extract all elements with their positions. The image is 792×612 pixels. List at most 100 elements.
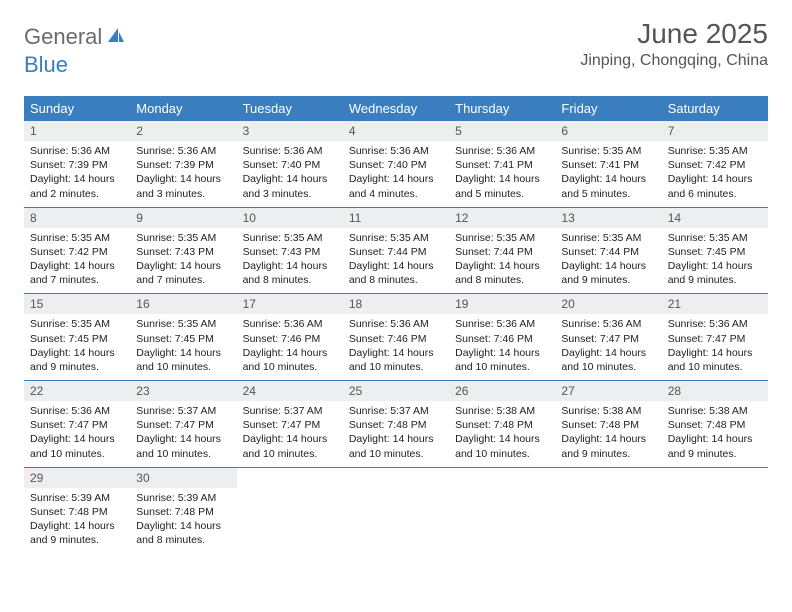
day-number: 7 [662, 121, 768, 141]
day-header: Sunday [24, 96, 130, 121]
calendar: SundayMondayTuesdayWednesdayThursdayFrid… [24, 96, 768, 553]
day-header: Thursday [449, 96, 555, 121]
logo-text-1: General [24, 24, 102, 50]
day-cell: 5Sunrise: 5:36 AMSunset: 7:41 PMDaylight… [449, 121, 555, 207]
day-info: Sunrise: 5:39 AMSunset: 7:48 PMDaylight:… [24, 488, 130, 554]
day-cell: 17Sunrise: 5:36 AMSunset: 7:46 PMDayligh… [237, 294, 343, 380]
day-cell [449, 468, 555, 554]
day-cell: 4Sunrise: 5:36 AMSunset: 7:40 PMDaylight… [343, 121, 449, 207]
day-cell [343, 468, 449, 554]
day-number: 25 [343, 381, 449, 401]
day-cell: 14Sunrise: 5:35 AMSunset: 7:45 PMDayligh… [662, 208, 768, 294]
day-header: Monday [130, 96, 236, 121]
day-number: 8 [24, 208, 130, 228]
day-cell: 9Sunrise: 5:35 AMSunset: 7:43 PMDaylight… [130, 208, 236, 294]
day-number: 13 [555, 208, 661, 228]
day-info: Sunrise: 5:36 AMSunset: 7:47 PMDaylight:… [24, 401, 130, 467]
day-header: Tuesday [237, 96, 343, 121]
day-info: Sunrise: 5:35 AMSunset: 7:45 PMDaylight:… [130, 314, 236, 380]
day-number: 1 [24, 121, 130, 141]
day-info: Sunrise: 5:35 AMSunset: 7:44 PMDaylight:… [449, 228, 555, 294]
day-header: Friday [555, 96, 661, 121]
day-header: Saturday [662, 96, 768, 121]
logo-text-2: Blue [24, 52, 68, 77]
day-number: 17 [237, 294, 343, 314]
day-cell: 11Sunrise: 5:35 AMSunset: 7:44 PMDayligh… [343, 208, 449, 294]
day-cell: 8Sunrise: 5:35 AMSunset: 7:42 PMDaylight… [24, 208, 130, 294]
week-row: 8Sunrise: 5:35 AMSunset: 7:42 PMDaylight… [24, 207, 768, 294]
day-info: Sunrise: 5:35 AMSunset: 7:42 PMDaylight:… [24, 228, 130, 294]
day-info: Sunrise: 5:37 AMSunset: 7:47 PMDaylight:… [237, 401, 343, 467]
day-cell: 19Sunrise: 5:36 AMSunset: 7:46 PMDayligh… [449, 294, 555, 380]
day-cell: 26Sunrise: 5:38 AMSunset: 7:48 PMDayligh… [449, 381, 555, 467]
day-info: Sunrise: 5:36 AMSunset: 7:40 PMDaylight:… [343, 141, 449, 207]
day-number: 21 [662, 294, 768, 314]
day-info: Sunrise: 5:35 AMSunset: 7:41 PMDaylight:… [555, 141, 661, 207]
logo-sail-icon [106, 26, 126, 49]
day-info: Sunrise: 5:36 AMSunset: 7:46 PMDaylight:… [343, 314, 449, 380]
day-cell: 21Sunrise: 5:36 AMSunset: 7:47 PMDayligh… [662, 294, 768, 380]
day-cell: 3Sunrise: 5:36 AMSunset: 7:40 PMDaylight… [237, 121, 343, 207]
week-row: 15Sunrise: 5:35 AMSunset: 7:45 PMDayligh… [24, 293, 768, 380]
day-cell: 29Sunrise: 5:39 AMSunset: 7:48 PMDayligh… [24, 468, 130, 554]
page-subtitle: Jinping, Chongqing, China [580, 52, 768, 70]
day-info: Sunrise: 5:39 AMSunset: 7:48 PMDaylight:… [130, 488, 236, 554]
day-info: Sunrise: 5:38 AMSunset: 7:48 PMDaylight:… [555, 401, 661, 467]
day-info: Sunrise: 5:35 AMSunset: 7:44 PMDaylight:… [555, 228, 661, 294]
day-info: Sunrise: 5:36 AMSunset: 7:46 PMDaylight:… [237, 314, 343, 380]
day-number: 23 [130, 381, 236, 401]
day-cell [555, 468, 661, 554]
day-cell: 18Sunrise: 5:36 AMSunset: 7:46 PMDayligh… [343, 294, 449, 380]
day-info: Sunrise: 5:37 AMSunset: 7:47 PMDaylight:… [130, 401, 236, 467]
day-number: 5 [449, 121, 555, 141]
day-number: 19 [449, 294, 555, 314]
day-number: 20 [555, 294, 661, 314]
title-block: June 2025 Jinping, Chongqing, China [580, 18, 768, 70]
day-info: Sunrise: 5:38 AMSunset: 7:48 PMDaylight:… [449, 401, 555, 467]
day-number: 24 [237, 381, 343, 401]
day-cell: 12Sunrise: 5:35 AMSunset: 7:44 PMDayligh… [449, 208, 555, 294]
day-info: Sunrise: 5:37 AMSunset: 7:48 PMDaylight:… [343, 401, 449, 467]
day-number: 28 [662, 381, 768, 401]
day-info: Sunrise: 5:38 AMSunset: 7:48 PMDaylight:… [662, 401, 768, 467]
day-cell: 25Sunrise: 5:37 AMSunset: 7:48 PMDayligh… [343, 381, 449, 467]
day-number: 4 [343, 121, 449, 141]
day-cell: 7Sunrise: 5:35 AMSunset: 7:42 PMDaylight… [662, 121, 768, 207]
day-cell: 22Sunrise: 5:36 AMSunset: 7:47 PMDayligh… [24, 381, 130, 467]
day-info: Sunrise: 5:36 AMSunset: 7:41 PMDaylight:… [449, 141, 555, 207]
day-info: Sunrise: 5:35 AMSunset: 7:45 PMDaylight:… [24, 314, 130, 380]
day-cell: 13Sunrise: 5:35 AMSunset: 7:44 PMDayligh… [555, 208, 661, 294]
day-info: Sunrise: 5:36 AMSunset: 7:47 PMDaylight:… [555, 314, 661, 380]
logo: General [24, 24, 128, 50]
week-row: 1Sunrise: 5:36 AMSunset: 7:39 PMDaylight… [24, 121, 768, 207]
day-number: 12 [449, 208, 555, 228]
day-info: Sunrise: 5:35 AMSunset: 7:43 PMDaylight:… [237, 228, 343, 294]
day-number: 15 [24, 294, 130, 314]
day-cell: 23Sunrise: 5:37 AMSunset: 7:47 PMDayligh… [130, 381, 236, 467]
day-header-row: SundayMondayTuesdayWednesdayThursdayFrid… [24, 96, 768, 121]
day-cell: 24Sunrise: 5:37 AMSunset: 7:47 PMDayligh… [237, 381, 343, 467]
day-number: 18 [343, 294, 449, 314]
day-info: Sunrise: 5:36 AMSunset: 7:39 PMDaylight:… [24, 141, 130, 207]
day-number: 10 [237, 208, 343, 228]
day-number: 9 [130, 208, 236, 228]
day-info: Sunrise: 5:36 AMSunset: 7:47 PMDaylight:… [662, 314, 768, 380]
day-cell: 27Sunrise: 5:38 AMSunset: 7:48 PMDayligh… [555, 381, 661, 467]
day-number: 27 [555, 381, 661, 401]
day-cell: 28Sunrise: 5:38 AMSunset: 7:48 PMDayligh… [662, 381, 768, 467]
week-row: 29Sunrise: 5:39 AMSunset: 7:48 PMDayligh… [24, 467, 768, 554]
day-info: Sunrise: 5:35 AMSunset: 7:43 PMDaylight:… [130, 228, 236, 294]
day-cell: 16Sunrise: 5:35 AMSunset: 7:45 PMDayligh… [130, 294, 236, 380]
day-number: 3 [237, 121, 343, 141]
day-number: 6 [555, 121, 661, 141]
day-info: Sunrise: 5:36 AMSunset: 7:39 PMDaylight:… [130, 141, 236, 207]
day-number: 16 [130, 294, 236, 314]
day-number: 30 [130, 468, 236, 488]
day-header: Wednesday [343, 96, 449, 121]
day-number: 11 [343, 208, 449, 228]
day-number: 22 [24, 381, 130, 401]
day-info: Sunrise: 5:35 AMSunset: 7:42 PMDaylight:… [662, 141, 768, 207]
page-title: June 2025 [580, 18, 768, 50]
week-row: 22Sunrise: 5:36 AMSunset: 7:47 PMDayligh… [24, 380, 768, 467]
day-cell: 2Sunrise: 5:36 AMSunset: 7:39 PMDaylight… [130, 121, 236, 207]
